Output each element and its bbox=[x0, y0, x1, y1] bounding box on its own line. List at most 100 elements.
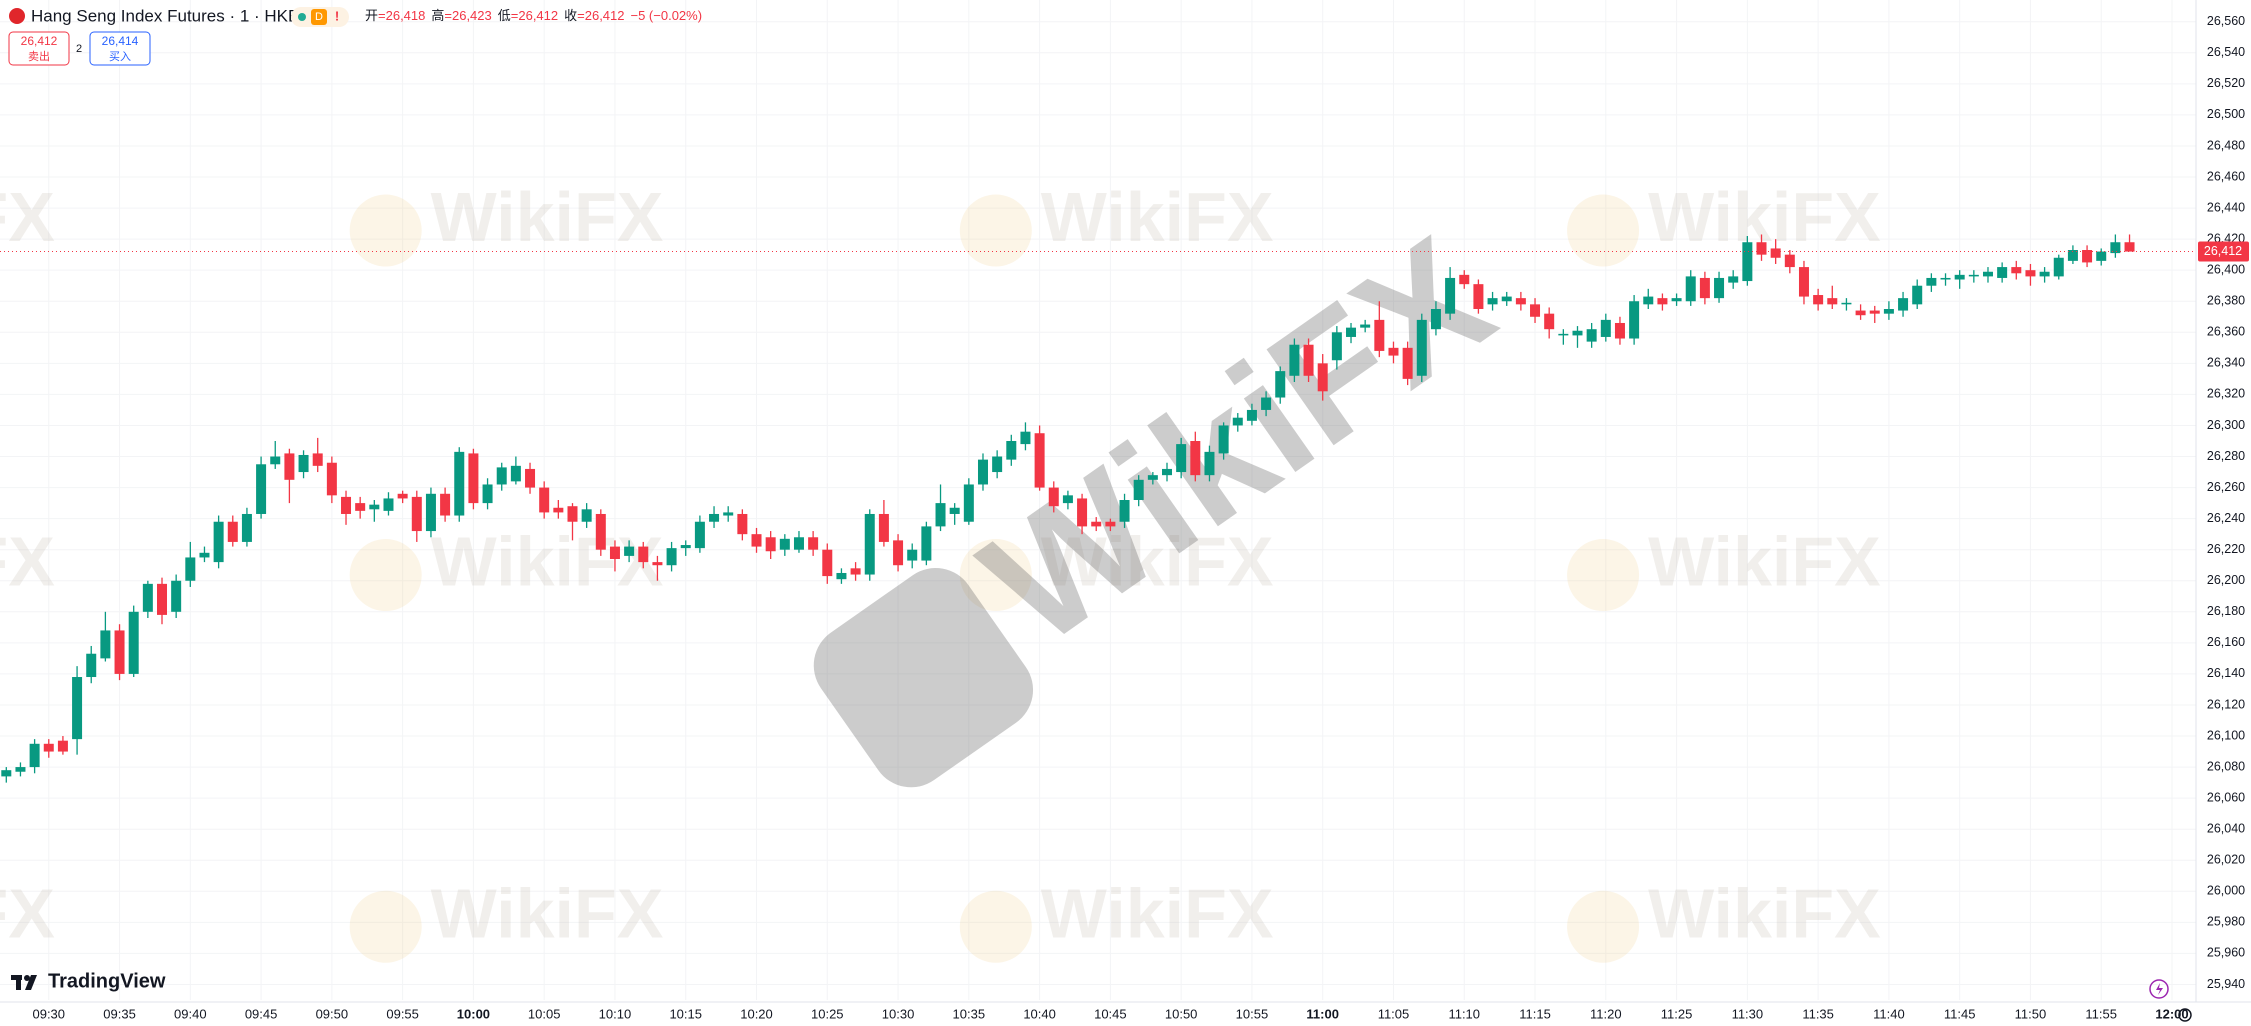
watermark: WikiFX bbox=[431, 874, 664, 952]
candle-body bbox=[341, 496, 352, 514]
candle-body bbox=[100, 630, 111, 659]
x-tick-label: 11:40 bbox=[1873, 1006, 1905, 1021]
y-tick-label: 26,080 bbox=[2207, 759, 2245, 773]
watermark: WikiFX bbox=[1041, 874, 1274, 952]
candle-body bbox=[1954, 274, 1965, 280]
candle-body bbox=[1501, 296, 1512, 302]
x-tick-label: 09:50 bbox=[316, 1006, 349, 1021]
watermark: WikiFX bbox=[1648, 874, 1881, 952]
candle-body bbox=[1997, 267, 2008, 278]
buy-price[interactable]: 26,414 bbox=[102, 34, 139, 48]
x-tick-label: 10:55 bbox=[1236, 1006, 1269, 1021]
candle-body bbox=[1883, 309, 1894, 314]
y-tick-label: 26,520 bbox=[2207, 76, 2245, 90]
candle-body bbox=[86, 653, 97, 678]
candle-body bbox=[157, 583, 168, 615]
candle-body bbox=[2053, 257, 2064, 277]
last-price-box bbox=[2198, 241, 2249, 262]
y-tick-label: 26,200 bbox=[2207, 573, 2245, 587]
sell-box[interactable] bbox=[8, 31, 70, 66]
sell-button[interactable]: 26,412 卖出 bbox=[8, 31, 70, 66]
x-tick-label: 09:45 bbox=[245, 1006, 278, 1021]
candle-body bbox=[638, 546, 649, 563]
candle-body bbox=[1940, 277, 1951, 280]
candle-body bbox=[114, 630, 125, 674]
candle-body bbox=[383, 498, 394, 511]
y-tick-label: 25,980 bbox=[2207, 915, 2245, 929]
candle-body bbox=[454, 451, 465, 516]
x-tick-label: 09:55 bbox=[386, 1006, 419, 1021]
watermark-logo bbox=[1567, 890, 1640, 963]
candle-body bbox=[1360, 324, 1371, 328]
watermark: WikiFX bbox=[0, 874, 55, 952]
candle-body bbox=[893, 540, 904, 566]
symbol-icon bbox=[9, 8, 25, 24]
candle-body bbox=[765, 537, 776, 552]
y-tick-label: 26,460 bbox=[2207, 169, 2245, 183]
candle-body bbox=[1416, 319, 1427, 376]
ohlc-value: =26,423 bbox=[444, 8, 491, 23]
y-tick-label: 26,220 bbox=[2207, 542, 2245, 556]
symbol-title[interactable]: Hang Seng Index Futures · 1 · HKEX bbox=[31, 6, 311, 25]
candle-body bbox=[43, 743, 54, 752]
buy-box[interactable] bbox=[89, 31, 151, 66]
candle-body bbox=[482, 484, 493, 504]
candle-body bbox=[1303, 344, 1314, 376]
watermark-logo bbox=[959, 539, 1032, 612]
watermark-logo bbox=[1567, 539, 1640, 612]
sell-label[interactable]: 卖出 bbox=[28, 49, 50, 63]
candle-body bbox=[1119, 500, 1130, 522]
y-tick-label: 26,380 bbox=[2207, 294, 2245, 308]
candle-body bbox=[1091, 521, 1102, 527]
candle-body bbox=[185, 557, 196, 581]
buy-button[interactable]: 26,414 买入 bbox=[89, 31, 151, 66]
candle-body bbox=[1530, 304, 1541, 317]
candle-body bbox=[992, 456, 1003, 473]
x-tick-label: 10:25 bbox=[811, 1006, 844, 1021]
candle-body bbox=[1006, 440, 1017, 460]
candle-body bbox=[1048, 487, 1059, 507]
ohlc-label: 开 bbox=[365, 8, 378, 23]
candle-body bbox=[921, 526, 932, 561]
y-tick-label: 26,160 bbox=[2207, 635, 2245, 649]
logo-text[interactable]: TradingView bbox=[48, 970, 166, 992]
candle-body bbox=[369, 504, 380, 510]
logo-shape bbox=[24, 975, 30, 981]
candle-body bbox=[1629, 301, 1640, 339]
candle-body bbox=[425, 493, 436, 532]
candle-body bbox=[1671, 298, 1682, 302]
candle-body bbox=[199, 552, 210, 558]
candle-body bbox=[15, 767, 26, 772]
candle-body bbox=[666, 548, 677, 566]
x-tick-label: 11:35 bbox=[1802, 1006, 1834, 1021]
candle-body bbox=[72, 677, 83, 740]
candle-body bbox=[1147, 475, 1158, 480]
candle-body bbox=[1317, 363, 1328, 392]
alert-mark: ! bbox=[335, 8, 339, 23]
settings-button[interactable] bbox=[2178, 1008, 2192, 1022]
y-tick-label: 26,040 bbox=[2207, 821, 2245, 835]
lightning-button[interactable] bbox=[2149, 979, 2169, 999]
candle-body bbox=[355, 503, 366, 511]
buy-label[interactable]: 买入 bbox=[109, 50, 131, 63]
watermark-logo bbox=[1567, 194, 1640, 267]
ohlc-label: 收 bbox=[564, 8, 577, 23]
y-tick-label: 26,300 bbox=[2207, 418, 2245, 432]
y-tick-label: 25,940 bbox=[2207, 977, 2245, 991]
watermark: WikiFX bbox=[0, 178, 55, 256]
candle-body bbox=[624, 546, 635, 556]
candle-body bbox=[312, 453, 323, 466]
candle-body bbox=[680, 545, 691, 549]
watermark: WikiFX bbox=[1041, 178, 1274, 256]
y-tick-label: 26,540 bbox=[2207, 45, 2245, 59]
candle-body bbox=[709, 513, 720, 522]
candle-body bbox=[1487, 298, 1498, 305]
candle-body bbox=[595, 513, 606, 550]
candle-body bbox=[1077, 498, 1088, 527]
candle-body bbox=[751, 534, 762, 547]
candle-body bbox=[241, 513, 252, 542]
logo-shape bbox=[25, 975, 37, 990]
sell-price[interactable]: 26,412 bbox=[21, 34, 58, 48]
candle-body bbox=[2082, 250, 2093, 263]
